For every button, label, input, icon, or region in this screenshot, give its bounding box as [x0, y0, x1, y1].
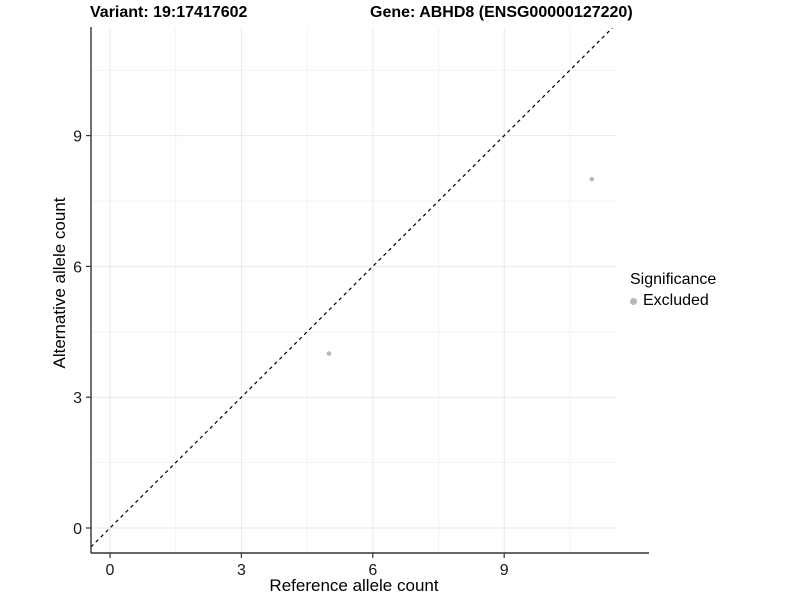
legend-key-dot-icon [630, 297, 637, 305]
y-tick-label: 3 [73, 390, 82, 407]
legend-entry-label: Excluded [643, 292, 709, 309]
legend-entry-excluded: Excluded [630, 292, 716, 310]
data-point [589, 176, 595, 182]
x-tick-label: 6 [368, 562, 377, 579]
legend-title: Significance [630, 271, 717, 288]
grid-major-lines [91, 28, 617, 553]
identity-dashed-line [91, 28, 614, 548]
x-tick-label: 0 [106, 562, 115, 579]
axis-tick-labels: 0 3 6 9 0 3 6 9 [73, 129, 509, 579]
data-point [326, 351, 332, 356]
y-tick-label: 9 [73, 129, 82, 146]
data-points-layer [326, 176, 595, 356]
plot-title-gene: Gene: ABHD8 (ENSG00000127220) [370, 4, 633, 21]
legend: Significance Excluded [630, 271, 716, 310]
y-axis-title: Alternative allele count [50, 197, 69, 369]
x-tick-label: 9 [500, 562, 509, 579]
x-tick-label: 3 [237, 562, 246, 579]
grid-minor-lines [91, 28, 617, 553]
axis-tick-marks [86, 135, 505, 558]
y-tick-label: 0 [73, 521, 82, 538]
plot-title-variant: Variant: 19:17417602 [90, 4, 248, 21]
axis-lines [90, 27, 649, 554]
y-tick-label: 6 [73, 259, 82, 276]
x-axis-title: Reference allele count [269, 576, 439, 595]
